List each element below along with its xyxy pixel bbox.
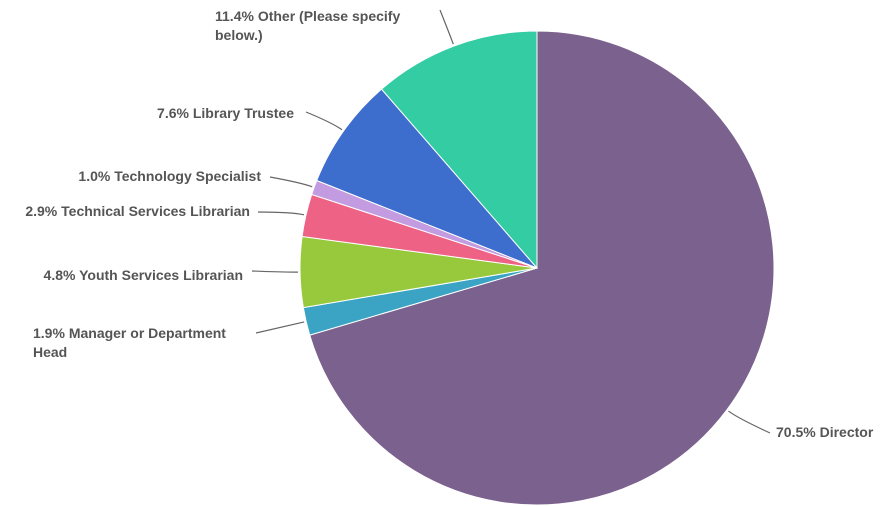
value-label: 11.4% (215, 8, 254, 24)
value-label: 1.0% (78, 168, 111, 184)
pie-slice (380, 30, 538, 270)
slice-label: 70.5% Director (776, 423, 873, 442)
value-label: 2.9% (25, 203, 58, 219)
slice-label: 11.4% Other (Please specify below.) (215, 7, 427, 45)
slice-label: 7.6% Library Trustee (157, 104, 294, 123)
slice-label: 1.9% Manager or Department Head (33, 324, 258, 362)
pie-slice (309, 30, 775, 506)
value-label: 4.8% (43, 267, 76, 283)
leader-line (269, 176, 313, 188)
category-label: Technical Services Librarian (61, 203, 250, 219)
leader-line (439, 9, 454, 45)
value-label: 7.6% (157, 105, 189, 121)
category-label: Manager or Department Head (33, 325, 226, 360)
slice-label: 1.0% Technology Specialist (78, 167, 261, 186)
category-label: Director (819, 424, 874, 440)
value-label: 1.9% (33, 325, 65, 341)
leader-line (257, 211, 305, 216)
pie-slice (316, 88, 538, 269)
category-label: Technology Specialist (114, 168, 261, 184)
category-label: Library Trustee (192, 105, 294, 121)
slice-label: 2.9% Technical Services Librarian (25, 202, 250, 221)
slice-label: 4.8% Youth Services Librarian (44, 266, 243, 285)
leader-line (305, 111, 343, 131)
category-label: Other (Please specify below.) (215, 8, 401, 43)
leader-line (255, 321, 305, 334)
leader-line (728, 410, 771, 434)
value-label: 70.5% (776, 424, 816, 440)
leader-line (251, 270, 299, 273)
category-label: Youth Services Librarian (79, 267, 243, 283)
